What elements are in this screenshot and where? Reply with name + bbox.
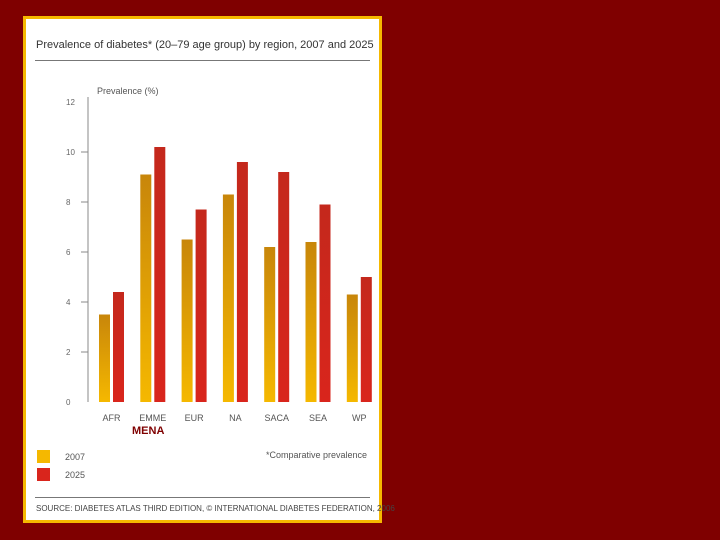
y-tick-label: 10	[66, 148, 75, 157]
y-axis-label: Prevalence (%)	[97, 86, 159, 96]
bar-wp-2007	[346, 294, 358, 402]
bar-emme-2007	[140, 174, 152, 402]
y-tick-label: 8	[66, 198, 71, 207]
title-divider	[35, 60, 370, 61]
bar-chart: Prevalence (%) 0 2 4 6 8 10 12 AFR EMME EUR NA SAC…	[66, 86, 372, 423]
y-tick-label: 0	[66, 398, 71, 407]
chart-card: Prevalence of diabetes* (20–79 age group…	[23, 16, 395, 523]
footer-divider	[35, 497, 370, 498]
bar-na-2007	[222, 194, 234, 402]
y-tick-label: 6	[66, 248, 71, 257]
bar-sea-2025	[319, 204, 331, 402]
x-tick-label: EMME	[139, 413, 166, 423]
x-tick-label: AFR	[103, 413, 122, 423]
chart-title: Prevalence of diabetes* (20–79 age group…	[36, 39, 374, 51]
bar-saca-2007	[264, 247, 276, 402]
mena-annotation: MENA	[132, 425, 165, 437]
x-tick-label: WP	[352, 413, 367, 423]
bar-eur-2025	[195, 209, 207, 402]
bar-wp-2025	[360, 277, 372, 402]
footnote: *Comparative prevalence	[266, 450, 368, 460]
bar-afr-2025	[113, 292, 124, 402]
source-note: SOURCE: DIABETES ATLAS THIRD EDITION, © …	[36, 504, 395, 513]
bar-afr-2007	[99, 314, 110, 402]
bar-emme-2025	[154, 147, 166, 402]
legend-swatch-2025	[37, 468, 50, 481]
x-tick-label: SACA	[264, 413, 289, 423]
y-tick-label: 12	[66, 98, 75, 107]
legend-swatch-2007	[37, 450, 50, 463]
legend-label-2025: 2025	[65, 470, 86, 480]
y-tick-label: 4	[66, 298, 71, 307]
bar-sea-2007	[305, 242, 317, 402]
x-tick-label: EUR	[185, 413, 205, 423]
x-tick-label: SEA	[309, 413, 327, 423]
bar-eur-2007	[181, 239, 193, 402]
y-tick-label: 2	[66, 348, 71, 357]
bar-na-2025	[236, 162, 248, 402]
x-tick-label: NA	[229, 413, 242, 423]
legend-label-2007: 2007	[65, 452, 86, 462]
bar-saca-2025	[278, 172, 290, 402]
